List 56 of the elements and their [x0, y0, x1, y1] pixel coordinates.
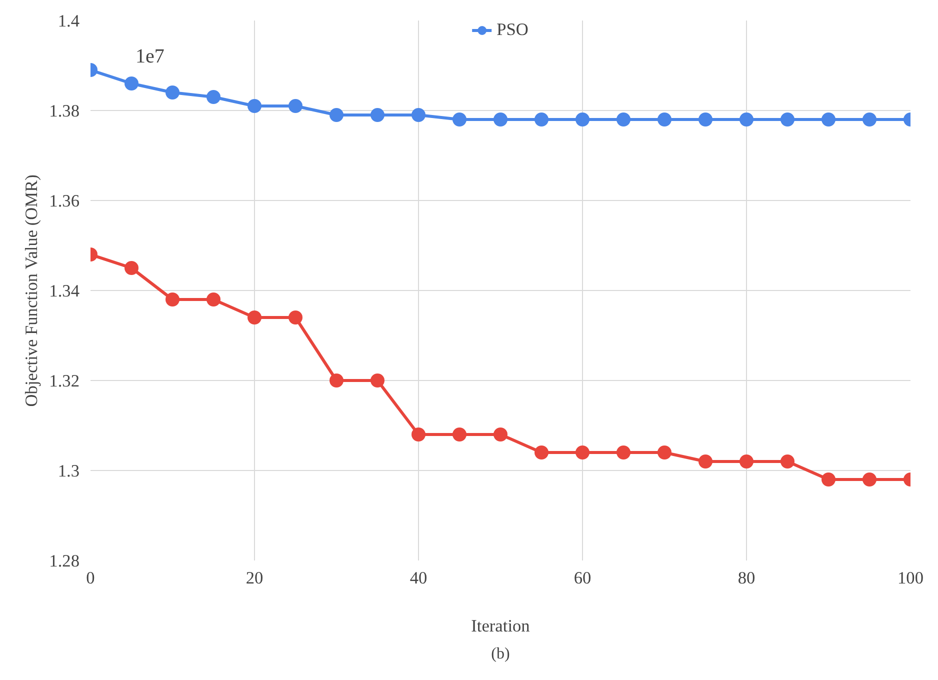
point [412, 108, 426, 122]
point [124, 76, 138, 90]
point [576, 446, 590, 460]
point [780, 112, 794, 126]
point [862, 472, 876, 486]
point [658, 112, 672, 126]
x-axis-title: Iteration [471, 616, 530, 636]
point [248, 310, 262, 324]
point [822, 112, 836, 126]
y-axis-title: Objective Function Value (OMR) [22, 174, 42, 407]
point [658, 446, 672, 460]
point [330, 108, 344, 122]
x-tick-label: 0 [86, 568, 95, 588]
point [248, 99, 262, 113]
text: (b) [491, 646, 510, 662]
annotation: 1e7 [136, 46, 164, 68]
y-tick-label: 1.36 [49, 192, 80, 210]
point [494, 112, 508, 126]
point [616, 446, 630, 460]
point [576, 112, 590, 126]
x-tick-label: 60 [574, 568, 592, 588]
point [206, 292, 220, 306]
point [330, 374, 344, 388]
x-tick-label: 80 [738, 568, 756, 588]
point [166, 292, 180, 306]
point [452, 428, 466, 442]
y-tick-label: 1.32 [49, 372, 80, 390]
point [370, 374, 384, 388]
y-tick-label: 1.34 [49, 282, 80, 300]
x-tick-label: 40 [410, 568, 428, 588]
y-tick-label: 1.28 [49, 552, 80, 570]
point [740, 454, 754, 468]
y-tick-label: 1.38 [49, 102, 80, 120]
point [698, 112, 712, 126]
y-tick-label: 1.4 [58, 12, 80, 30]
point [206, 90, 220, 104]
point [452, 112, 466, 126]
y-tick-label: 1.3 [58, 462, 80, 480]
point [822, 472, 836, 486]
point [616, 112, 630, 126]
point [698, 454, 712, 468]
point [288, 310, 302, 324]
x-tick-label: 20 [246, 568, 264, 588]
point [534, 446, 548, 460]
legend-label: PSO [496, 20, 528, 40]
point [370, 108, 384, 122]
point [740, 112, 754, 126]
point [862, 112, 876, 126]
point [534, 112, 548, 126]
point [412, 428, 426, 442]
point [124, 261, 138, 275]
point [780, 454, 794, 468]
point [494, 428, 508, 442]
point [288, 99, 302, 113]
x-tick-label: 100 [898, 568, 924, 588]
point [166, 86, 180, 100]
